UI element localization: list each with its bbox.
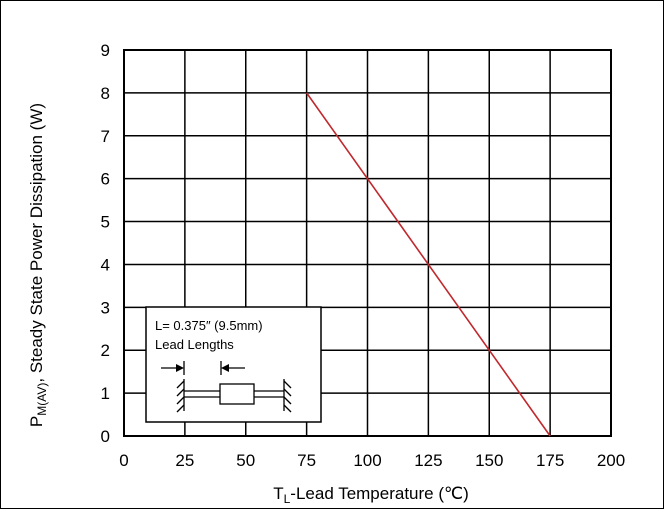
inset-line2: Lead Lengths [155,337,234,352]
y-axis-title: PM(AV), Steady State Power Dissipation (… [27,103,49,427]
plot-area-border [123,49,612,437]
arrow-left-icon [221,364,229,372]
lead-length-inset: L= 0.375″ (9.5mm) Lead Lengths [145,306,322,423]
y-tick-label: 6 [101,170,110,189]
x-tick-label: 150 [475,451,503,470]
tick-labels: 0 25 50 75 100 125 150 175 200 0 1 2 3 4 5 6 7 8 9 [101,41,626,470]
x-axis-title: TL-Lead Temperature (℃) [273,484,469,506]
y-tick-label: 0 [101,427,110,446]
derating-curve [305,92,551,437]
x-tick-label: 0 [119,451,128,470]
y-axis-title-rest: , Steady State Power Dissipation (W) [27,103,46,383]
x-tick-label: 50 [236,451,255,470]
x-tick-label: 200 [597,451,625,470]
y-tick-label: 7 [101,127,110,146]
y-axis-title-sub: M(AV) [35,383,49,416]
y-tick-label: 3 [101,298,110,317]
x-axis-title-main: T [273,484,283,503]
lead-diagram-icon [161,367,292,413]
x-tick-label: 25 [175,451,194,470]
y-tick-label: 5 [101,213,110,232]
x-axis-title-rest: -Lead Temperature (℃) [290,484,468,503]
x-tick-label: 100 [353,451,381,470]
x-tick-label: 175 [536,451,564,470]
inset-line1: L= 0.375″ (9.5mm) [155,318,263,333]
y-tick-label: 8 [101,84,110,103]
arrow-right-icon [176,364,184,372]
inset-box [145,306,322,423]
x-tick-label: 125 [414,451,442,470]
x-axis-title-sub: L [284,492,291,506]
series-layer [305,92,551,437]
x-tick-label: 75 [297,451,316,470]
y-tick-label: 4 [101,255,110,274]
y-axis-title-main: P [27,416,46,427]
y-tick-label: 2 [101,341,110,360]
y-tick-label: 1 [101,384,110,403]
y-tick-label: 9 [101,41,110,60]
